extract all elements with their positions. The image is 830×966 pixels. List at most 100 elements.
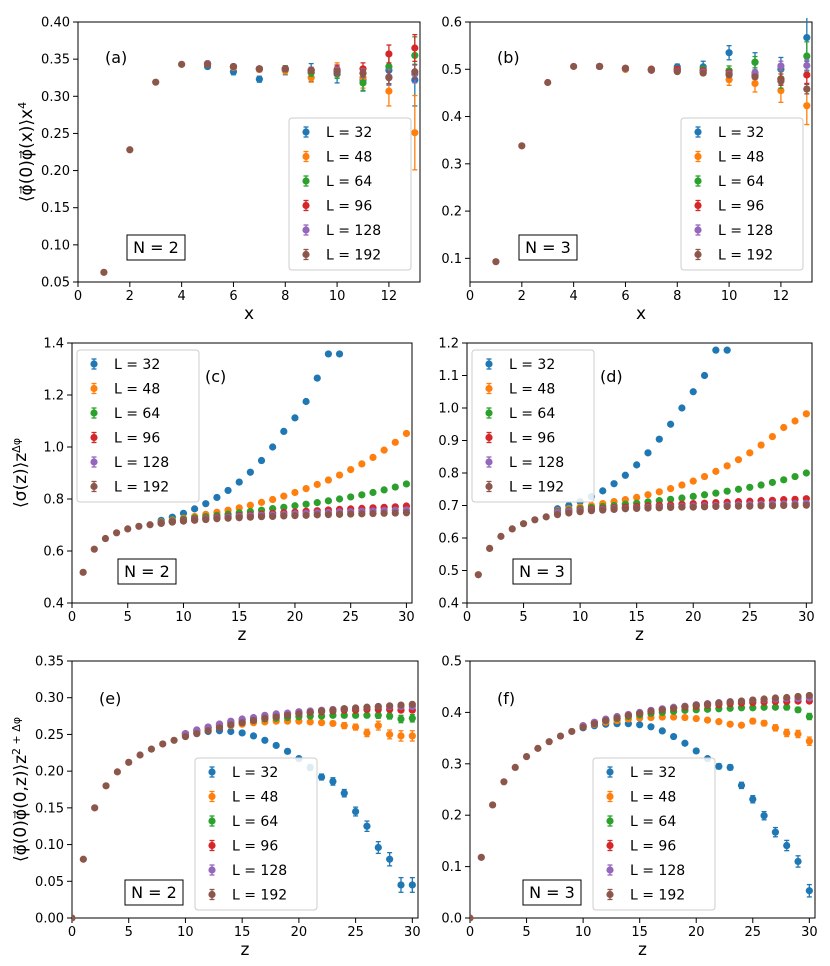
data-point [324,497,332,505]
data-point [602,717,610,725]
data-point [542,513,550,521]
data-point [257,498,266,506]
data-point [261,714,269,722]
data-point [204,727,212,735]
legend-label: L = 96 [630,839,676,855]
data-point [363,703,371,711]
data-point [749,717,757,725]
legend-marker [90,482,98,491]
data-point [324,510,332,519]
data-point [324,350,332,358]
y-axis-label: ⟨φ⃗(0)φ⃗(x)⟩x4 [16,102,38,202]
legend-label: L = 48 [326,150,372,166]
data-point [760,719,768,727]
data-point [181,733,190,741]
data-point [644,504,652,512]
data-point [168,518,176,526]
data-point [700,491,709,499]
data-point [771,724,780,732]
data-point [689,492,697,500]
data-point [386,730,394,739]
data-point [280,503,288,511]
data-point [768,433,777,441]
legend-marker [302,201,310,210]
data-point [79,568,87,576]
data-point [751,79,759,88]
data-point [291,414,299,422]
panel-label: (c) [205,367,226,386]
data-point [136,751,144,759]
data-point [692,701,700,709]
legend-label: L = 192 [114,480,169,496]
x-tick-label: 2 [518,289,526,304]
data-point [805,691,813,700]
legend-label: L = 64 [232,814,278,830]
data-point [101,534,110,543]
data-point [397,881,405,889]
x-tick-label: 0 [68,925,76,940]
data-point [760,812,768,820]
data-point [621,471,629,479]
data-point [544,78,552,87]
data-point [700,472,709,481]
data-point [246,468,254,476]
legend-label: L = 48 [718,150,764,166]
y-tick-label: 0.8 [43,493,64,508]
data-point [335,510,344,518]
legend-marker [208,841,216,850]
data-point [489,801,497,809]
data-point [803,52,811,60]
x-tick-label: 25 [745,925,762,940]
data-point [791,472,799,481]
data-point [358,491,366,499]
data-point [329,706,337,714]
data-point [723,487,731,495]
x-tick-label: 4 [177,289,185,304]
series-l48 [553,410,810,515]
data-point [737,697,746,705]
plot-frame [71,342,413,604]
data-point [91,804,99,812]
data-point [712,467,720,475]
y-tick-label: 0.2 [441,809,462,824]
legend-marker [694,226,702,234]
x-tick-label: 0 [466,925,474,940]
data-point [391,483,399,491]
data-point [352,704,360,712]
data-point [678,404,686,412]
data-point [712,502,720,511]
n-label: N = 2 [133,238,179,257]
data-point [249,716,258,725]
data-point [179,509,188,517]
y-tick-label: 1.0 [43,441,64,456]
data-point [380,486,388,494]
data-point [261,736,269,744]
y-tick-label: 0.6 [441,16,462,31]
data-point [213,515,221,523]
data-point [777,62,785,70]
data-point [283,747,292,755]
x-tick-label: 12 [773,289,790,304]
x-tick-label: 0 [74,289,82,304]
data-point [313,374,321,382]
data-point [613,714,621,722]
y-tick-label: 0.35 [35,655,64,670]
legend-label: L = 48 [509,382,555,398]
data-point [340,722,348,730]
legend-frame [680,117,804,271]
data-point [667,420,675,428]
data-point [700,503,709,511]
legend-label: L = 32 [232,765,278,781]
y-tick-label: 0.5 [441,655,462,670]
y-tick-label: 0.3 [441,157,462,172]
data-point [771,694,780,702]
data-point [715,699,723,707]
data-point [291,502,299,510]
data-point [599,506,607,514]
data-point [802,410,810,418]
y-tick-label: 0.6 [43,545,64,560]
data-point [780,501,788,510]
data-point [699,69,707,77]
y-tick-label: 1.2 [438,337,459,352]
data-point [633,504,641,513]
